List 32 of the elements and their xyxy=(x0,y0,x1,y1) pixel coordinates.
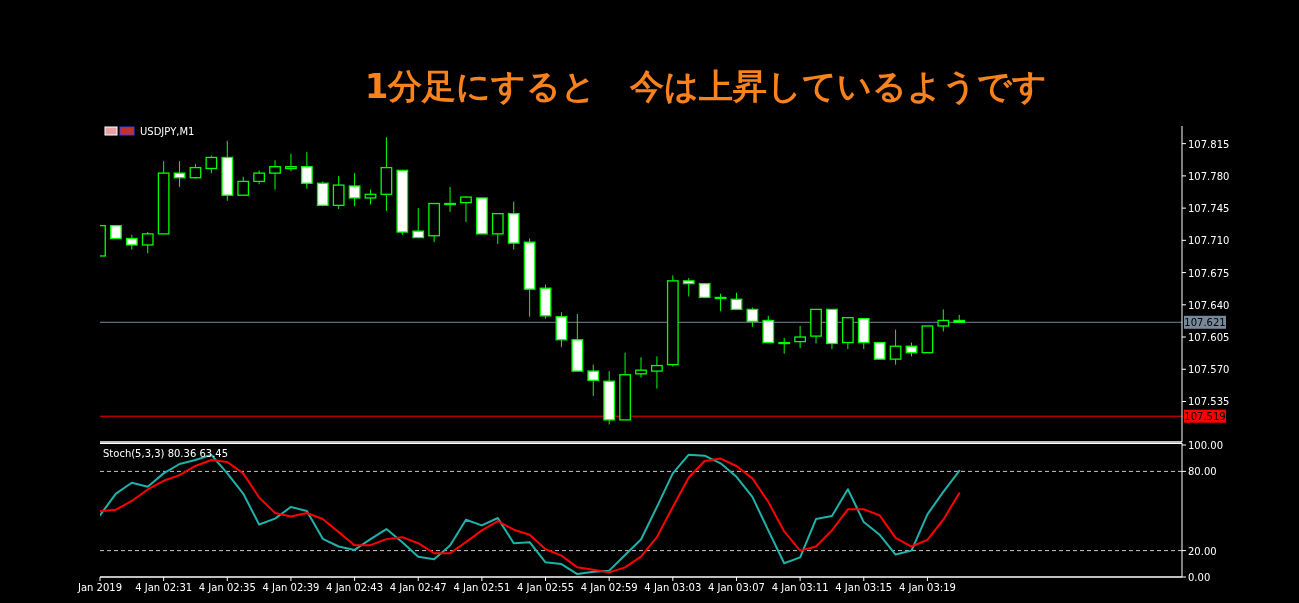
y-tick-label: 107.640 xyxy=(1188,299,1230,311)
x-tick-label: 4 Jan 03:03 xyxy=(644,582,702,593)
x-tick-label: 4 Jan 02:31 xyxy=(135,582,193,593)
chart-title: Stoch(5,3,3) 80.36 63.45 xyxy=(103,448,229,459)
x-tick-label: 4 Jan 02:39 xyxy=(262,582,320,593)
y-tick-label: 107.535 xyxy=(1188,396,1230,408)
x-tick-label: 4 Jan 03:19 xyxy=(898,582,956,593)
ref-line-label: 107.621 xyxy=(1184,317,1226,329)
x-tick-label: Jan 2019 xyxy=(76,582,123,593)
y-tick-label: 0.00 xyxy=(1188,572,1211,583)
x-tick-label: 4 Jan 03:15 xyxy=(835,582,893,593)
y-tick-label: 107.570 xyxy=(1188,364,1230,376)
x-tick-label: 4 Jan 03:07 xyxy=(707,582,765,593)
chart-subtitle: USDJPY,M1 xyxy=(140,126,195,137)
x-tick-label: 4 Jan 02:55 xyxy=(517,582,575,593)
y-tick-label: 80.00 xyxy=(1188,466,1217,478)
y-tick-label: 107.710 xyxy=(1188,235,1230,247)
x-tick-label: 4 Jan 02:51 xyxy=(453,582,511,593)
y-tick-label: 107.605 xyxy=(1188,332,1230,344)
x-tick-label: 4 Jan 02:59 xyxy=(580,582,638,593)
y-tick-label: 20.00 xyxy=(1188,545,1217,557)
ref-line-label: 107.519 xyxy=(1184,411,1226,423)
x-tick-label: 4 Jan 02:43 xyxy=(326,582,384,593)
x-tick-label: 4 Jan 02:47 xyxy=(389,582,447,593)
chart-title: 1分足にすると 今は上昇しているようです xyxy=(364,66,1048,106)
y-tick-label: 107.780 xyxy=(1188,170,1230,182)
y-tick-label: 107.815 xyxy=(1188,138,1230,150)
y-tick-label: 107.745 xyxy=(1188,203,1230,215)
x-tick-label: 4 Jan 02:35 xyxy=(198,582,256,593)
x-tick-label: 4 Jan 03:11 xyxy=(771,582,829,593)
y-tick-label: 100.00 xyxy=(1188,440,1223,451)
y-tick-label: 107.675 xyxy=(1188,267,1230,279)
